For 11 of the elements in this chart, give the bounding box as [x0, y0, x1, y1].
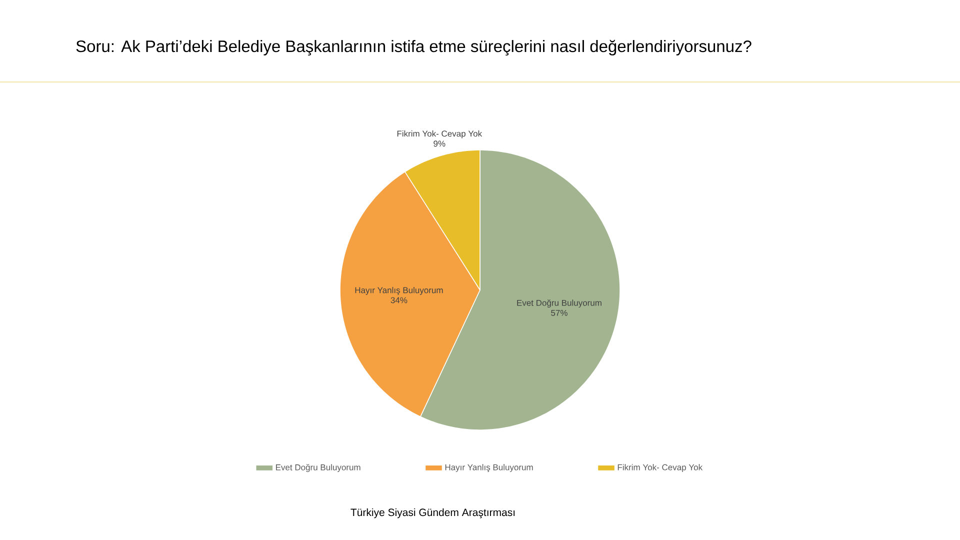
legend-label: Fikrim Yok- Cevap Yok [618, 464, 703, 472]
data-label: 57% [551, 310, 568, 316]
data-label: 34% [390, 297, 408, 304]
legend-label: Hayır Yanlış Buluyorum [445, 464, 533, 472]
slice-label: Evet Doğru Buluyorum [517, 300, 602, 308]
chart-title: Soru: Ak Parti’deki Belediye Başkanlarının istifa etme süreçlerini nasıl değerlendiriyorsunuz? [76, 40, 752, 56]
text: Türkiye Siyasi Gündem Araştırması [350, 508, 515, 518]
slice-label: Fikrim Yok- Cevap Yok [397, 130, 482, 138]
slice-label: Hayır Yanlış Buluyorum [355, 286, 443, 295]
legend-label: Evet Doğru Buluyorum [276, 464, 360, 472]
data-label: 9% [434, 140, 446, 147]
